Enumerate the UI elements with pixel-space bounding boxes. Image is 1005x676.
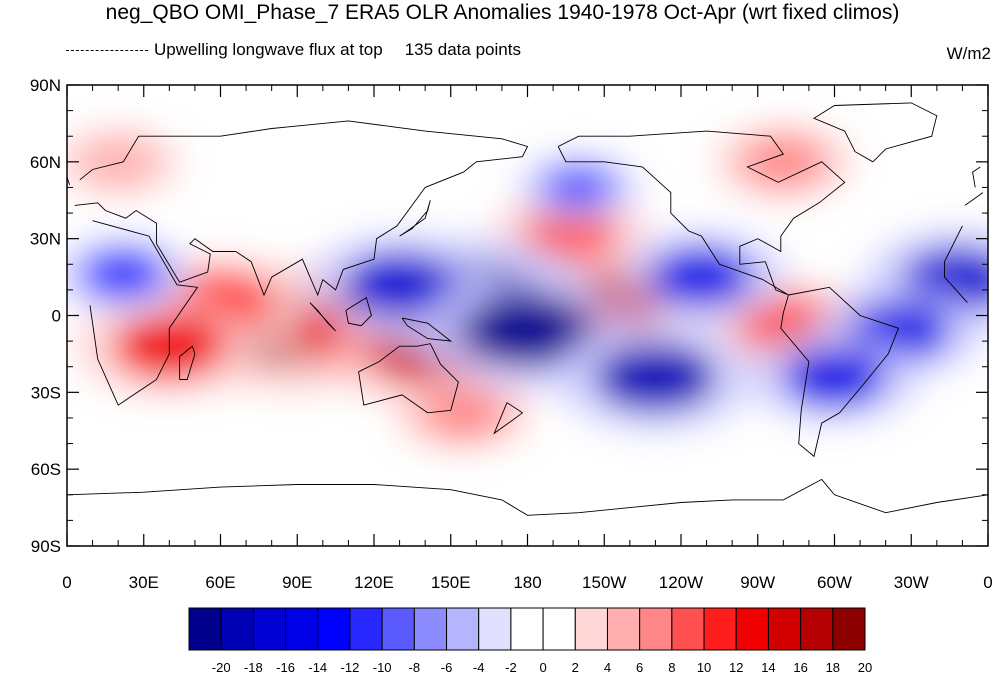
y-tick-label: 30N	[30, 230, 61, 249]
coastline	[493, 402, 524, 435]
colorbar-label: -2	[505, 660, 517, 675]
coastline	[813, 102, 938, 163]
coastline	[67, 478, 988, 516]
x-tick-label: 120W	[659, 573, 703, 592]
y-axis: 90N 60N 30N 0 30S 60S 90S	[30, 76, 988, 556]
y-tick-label: 60S	[31, 460, 61, 479]
x-tick-label: 180	[513, 573, 541, 592]
x-tick-label: 0	[983, 573, 992, 592]
y-tick-label: 90S	[31, 537, 61, 556]
x-tick-label: 90W	[740, 573, 775, 592]
colorbar-label: 8	[668, 660, 675, 675]
coastline	[557, 130, 846, 296]
y-tick-label: 90N	[30, 76, 61, 95]
colorbar-swatch	[832, 607, 866, 651]
anomaly-center	[422, 389, 505, 437]
colorbar-label: 0	[539, 660, 546, 675]
legend: Upwelling longwave flux at top 135 data p…	[66, 40, 521, 60]
anomaly-center	[742, 138, 825, 186]
coastline	[179, 345, 196, 380]
colorbar-label: 14	[761, 660, 775, 675]
y-tick-label: 0	[52, 307, 61, 326]
colorbar-swatch	[478, 607, 512, 651]
x-axis: 0 30E 60E 90E 120E 150E 180 150W 120W 90W 60W 30W 0	[62, 85, 993, 592]
colorbar-label: 20	[858, 660, 872, 675]
colorbar-swatch	[703, 607, 737, 651]
coastline	[358, 343, 459, 414]
colorbar-label: 18	[826, 660, 840, 675]
colorbar-label: 12	[729, 660, 743, 675]
anomaly-center	[462, 295, 593, 367]
colorbar	[188, 607, 866, 651]
x-tick-label: 60W	[817, 573, 852, 592]
colorbar-label: 4	[604, 660, 611, 675]
anomaly-center	[595, 343, 716, 411]
colorbar-swatch	[349, 607, 383, 651]
colorbar-labels: -20 -18 -16 -14 -12 -10 -8 -6 -4 -2 0 2 4 6 8 10 12 14 16 1…	[212, 660, 872, 675]
colorbar-label: -20	[212, 660, 231, 675]
legend-label: Upwelling longwave flux at top	[154, 40, 383, 59]
colorbar-swatch	[317, 607, 351, 651]
colorbar-label: -12	[341, 660, 360, 675]
colorbar-swatch	[606, 607, 641, 651]
colorbar-swatch	[767, 607, 802, 651]
anomaly-center	[542, 166, 616, 209]
coastline	[74, 120, 984, 297]
x-tick-label: 90E	[282, 573, 312, 592]
colorbar-label: 2	[572, 660, 579, 675]
colorbar-swatch	[510, 607, 544, 651]
units-label: W/m2	[946, 44, 991, 63]
anomaly-center	[343, 253, 456, 316]
colorbar-swatch	[671, 607, 705, 651]
colorbar-swatch	[735, 607, 769, 651]
colorbar-label: 10	[697, 660, 711, 675]
chart-title: neg_QBO OMI_Phase_7 ERA5 OLR Anomalies 1…	[105, 1, 900, 24]
y-tick-label: 60N	[30, 153, 61, 172]
colorbar-swatch	[188, 607, 222, 651]
colorbar-label: -16	[276, 660, 295, 675]
anomaly-center	[783, 348, 886, 406]
coastline	[399, 200, 431, 237]
colorbar-swatch	[220, 607, 254, 651]
colorbar-label: -4	[473, 660, 485, 675]
colorbar-swatch	[381, 607, 415, 651]
coastline	[780, 286, 900, 458]
anomaly-center	[650, 248, 753, 306]
colorbar-swatch	[413, 607, 448, 651]
coastline	[401, 317, 453, 342]
coastline	[89, 220, 968, 406]
colorbar-swatch	[639, 607, 673, 651]
colorbar-label: -10	[373, 660, 392, 675]
coastline	[345, 296, 372, 327]
colorbar-swatch	[446, 607, 480, 651]
x-tick-label: 60E	[205, 573, 235, 592]
coastline	[309, 302, 336, 332]
colorbar-label: -8	[409, 660, 421, 675]
anomaly-center	[82, 250, 165, 299]
y-tick-label: 30S	[31, 383, 61, 402]
dashed-line-icon	[66, 50, 148, 52]
colorbar-label: 6	[636, 660, 643, 675]
x-tick-label: 30W	[894, 573, 929, 592]
colorbar-swatch	[285, 607, 319, 651]
anomaly-center	[81, 140, 155, 184]
coastlines	[67, 102, 988, 516]
map-area	[67, 85, 988, 546]
colorbar-swatch	[574, 607, 608, 651]
data-points-label: 135 data points	[404, 40, 521, 59]
x-tick-label: 150E	[431, 573, 471, 592]
x-tick-label: 150W	[582, 573, 626, 592]
x-tick-label: 0	[62, 573, 71, 592]
colorbar-label: -14	[308, 660, 327, 675]
colorbar-swatch	[252, 607, 287, 651]
colorbar-label: -6	[441, 660, 453, 675]
x-tick-label: 120E	[354, 573, 394, 592]
colorbar-swatch	[542, 607, 576, 651]
x-tick-label: 30E	[129, 573, 159, 592]
colorbar-label: -18	[244, 660, 263, 675]
colorbar-label: 16	[793, 660, 807, 675]
colorbar-swatch	[800, 607, 834, 651]
